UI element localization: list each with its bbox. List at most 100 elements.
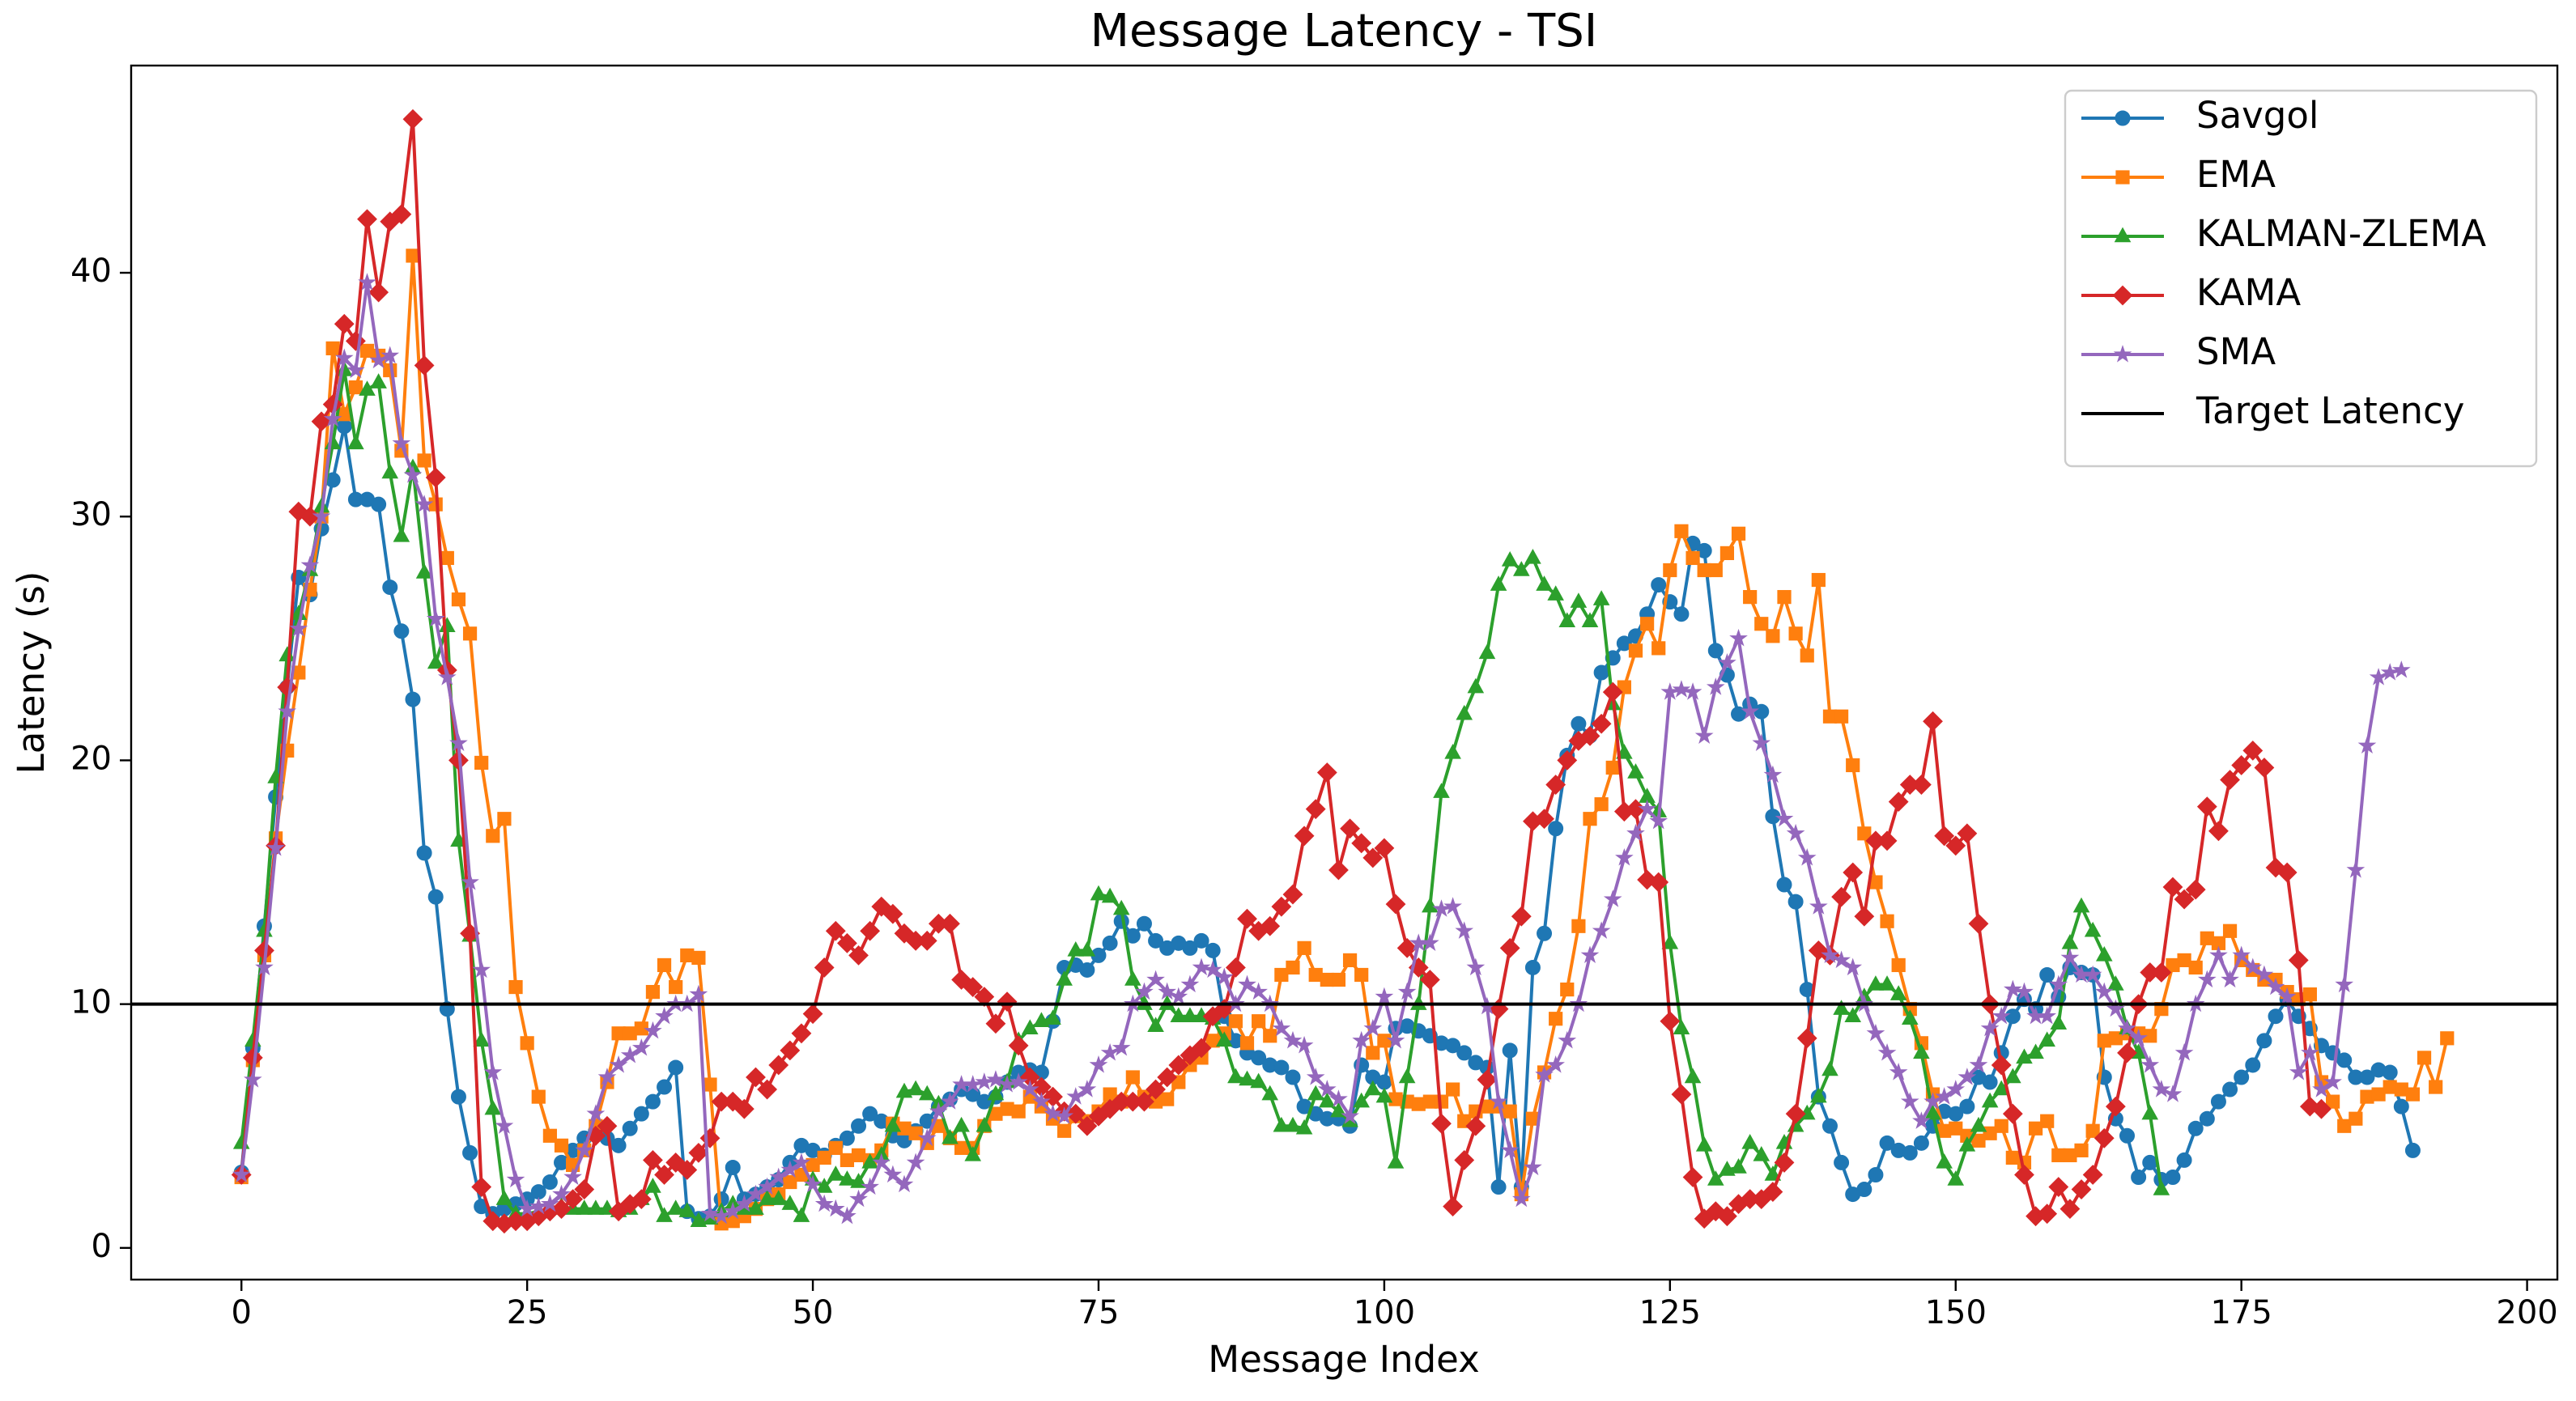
- marker: [1959, 1098, 1975, 1114]
- marker: [1294, 1035, 1314, 1054]
- marker: [391, 204, 412, 225]
- marker: [1513, 561, 1530, 576]
- marker: [1534, 809, 1554, 830]
- marker: [1146, 970, 1165, 988]
- marker: [334, 313, 355, 334]
- marker: [1741, 702, 1759, 720]
- marker: [370, 373, 387, 388]
- marker: [1674, 524, 1689, 538]
- marker: [2256, 1033, 2272, 1049]
- marker: [2174, 1042, 2194, 1061]
- marker: [1762, 1182, 1783, 1202]
- marker: [403, 465, 423, 483]
- marker: [1160, 1092, 1175, 1106]
- marker: [1856, 1182, 1872, 1198]
- marker: [232, 1165, 251, 1183]
- marker: [1328, 860, 1349, 881]
- marker: [1237, 908, 1257, 929]
- marker: [1558, 612, 1576, 627]
- marker: [1834, 1154, 1850, 1170]
- marker: [1788, 626, 1803, 641]
- marker: [1649, 811, 1668, 830]
- marker: [963, 977, 984, 997]
- marker: [1867, 975, 1885, 991]
- marker: [895, 1082, 913, 1098]
- marker: [643, 1150, 663, 1170]
- marker: [1671, 1084, 1692, 1105]
- marker: [1800, 648, 1814, 663]
- marker: [1456, 1045, 1473, 1061]
- marker: [495, 1116, 514, 1134]
- marker: [1252, 1014, 1266, 1029]
- marker: [1663, 563, 1677, 578]
- marker: [554, 1138, 569, 1153]
- marker: [1419, 970, 1440, 990]
- marker: [1524, 1157, 1542, 1176]
- marker: [644, 1021, 662, 1039]
- marker: [1490, 575, 1507, 591]
- marker: [2060, 1199, 2081, 1220]
- marker: [941, 1092, 959, 1110]
- marker: [1857, 826, 1872, 841]
- marker: [1168, 1055, 1189, 1076]
- marker: [2268, 1008, 2284, 1025]
- marker: [1877, 830, 1898, 851]
- marker: [974, 987, 995, 1008]
- marker: [1089, 1055, 1108, 1073]
- marker: [427, 653, 444, 669]
- x-tick-label: 75: [1078, 1294, 1120, 1331]
- marker: [2243, 957, 2263, 976]
- marker: [1182, 940, 1198, 956]
- marker: [440, 550, 454, 566]
- marker: [2003, 979, 2022, 998]
- marker: [2095, 946, 2113, 962]
- marker: [2349, 1111, 2363, 1126]
- marker: [1708, 563, 1723, 578]
- marker: [2276, 862, 2298, 883]
- marker: [2050, 1014, 2068, 1030]
- marker: [669, 979, 683, 995]
- marker: [1696, 542, 1712, 558]
- marker: [2163, 1085, 2183, 1102]
- marker: [266, 838, 285, 856]
- marker: [1968, 913, 1989, 934]
- marker: [1443, 897, 1462, 915]
- marker: [1374, 838, 1395, 859]
- marker: [346, 360, 365, 379]
- marker: [976, 1116, 993, 1132]
- marker: [2210, 1093, 2226, 1110]
- marker: [437, 668, 457, 686]
- marker: [1433, 783, 1450, 798]
- marker: [1878, 975, 1896, 991]
- marker: [347, 434, 364, 450]
- marker: [1387, 1153, 1405, 1169]
- marker: [839, 1130, 855, 1146]
- marker: [1282, 884, 1303, 905]
- legend-label: Savgol: [2196, 94, 2319, 137]
- marker: [1191, 1038, 1212, 1059]
- marker: [1868, 1166, 1884, 1182]
- marker: [2085, 1123, 2100, 1138]
- marker: [1444, 744, 1461, 759]
- marker: [529, 1196, 548, 1215]
- marker: [1454, 1150, 1475, 1170]
- marker: [551, 1199, 572, 1220]
- marker: [1227, 1068, 1244, 1084]
- marker: [848, 945, 869, 966]
- marker: [851, 1118, 867, 1134]
- marker: [1776, 877, 1792, 893]
- marker: [2220, 770, 2240, 790]
- marker: [405, 691, 421, 707]
- marker: [2038, 1006, 2057, 1025]
- marker: [1009, 1072, 1028, 1090]
- marker: [1044, 1104, 1062, 1122]
- marker: [1707, 1170, 1724, 1186]
- marker: [462, 626, 478, 641]
- marker: [1583, 812, 1597, 826]
- marker: [495, 1190, 513, 1205]
- y-tick-label: 30: [70, 496, 112, 533]
- marker: [486, 829, 500, 843]
- marker: [2048, 1177, 2069, 1197]
- marker: [985, 1013, 1006, 1034]
- legend-label: KAMA: [2196, 271, 2301, 314]
